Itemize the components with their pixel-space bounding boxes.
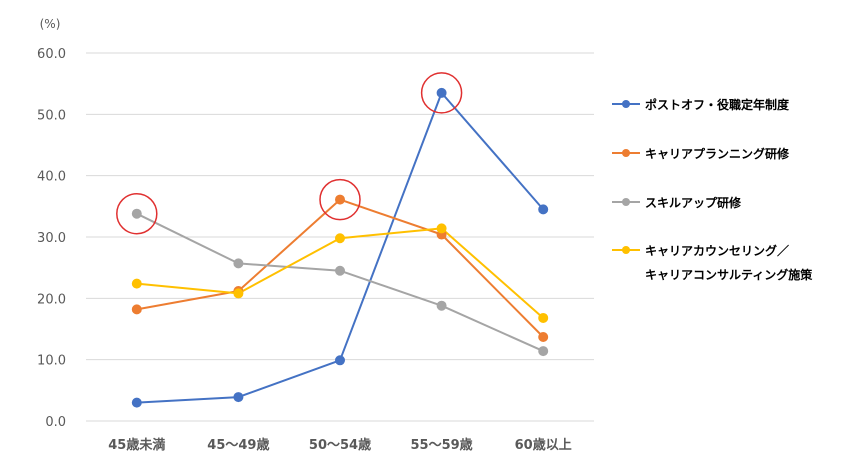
data-point — [335, 194, 345, 205]
legend-label: スキルアップ研修 — [645, 195, 742, 210]
y-tick-label: 0.0 — [45, 415, 66, 430]
legend-label: キャリアコンサルティング施策 — [645, 267, 813, 282]
legend-item: ポストオフ・役職定年制度 — [612, 97, 790, 112]
data-point — [335, 233, 345, 244]
legend-marker — [622, 149, 630, 157]
x-tick-label: 60歳以上 — [515, 437, 572, 453]
data-point — [335, 265, 345, 276]
y-axis-ticks: 0.0 10.0 20.0 30.0 40.0 50.0 60.0 — [37, 47, 66, 430]
y-tick-label: 30.0 — [37, 231, 66, 246]
data-point — [335, 355, 345, 366]
y-tick-label: 60.0 — [37, 47, 66, 62]
data-point — [131, 208, 142, 219]
data-point — [131, 397, 142, 408]
legend-item: スキルアップ研修 — [612, 195, 742, 210]
legend-label: キャリアプランニング研修 — [645, 146, 790, 161]
legend-marker — [622, 100, 630, 108]
highlight-circles — [116, 72, 463, 235]
y-tick-label: 10.0 — [37, 354, 66, 369]
y-tick-label: 20.0 — [37, 292, 66, 307]
x-tick-label: 45～49歳 — [207, 437, 269, 453]
data-point — [131, 304, 142, 315]
x-tick-label: 50～54歳 — [309, 437, 371, 453]
data-point — [538, 312, 549, 323]
series-points — [131, 87, 549, 408]
y-axis-unit: (%) — [40, 17, 61, 31]
data-point — [436, 300, 447, 311]
highlight-circle — [420, 72, 463, 114]
y-tick-label: 40.0 — [37, 170, 66, 185]
data-point — [131, 278, 142, 289]
highlight-circle — [319, 178, 361, 221]
legend-item: キャリアプランニング研修 — [612, 146, 790, 161]
highlight-circle — [116, 192, 158, 235]
data-point — [233, 392, 244, 403]
y-tick-label: 50.0 — [37, 108, 66, 123]
data-point — [233, 288, 244, 299]
x-axis-ticks: 45歳未満 45～49歳 50～54歳 55～59歳 60歳以上 — [108, 437, 571, 453]
grid-lines — [86, 52, 594, 422]
data-point — [538, 331, 549, 342]
legend: ポストオフ・役職定年制度キャリアプランニング研修スキルアップ研修キャリアカウンセ… — [612, 97, 813, 282]
data-point — [538, 346, 549, 357]
x-tick-label: 55～59歳 — [411, 437, 473, 453]
legend-item: キャリアカウンセリング／ キャリアコンサルティング施策 — [612, 243, 813, 282]
x-tick-label: 45歳未満 — [108, 437, 165, 453]
data-point — [436, 223, 447, 234]
legend-label: キャリアカウンセリング／ — [645, 243, 789, 258]
data-point — [436, 87, 447, 98]
legend-marker — [622, 198, 630, 206]
data-point — [233, 258, 244, 269]
legend-label: ポストオフ・役職定年制度 — [645, 97, 790, 112]
data-point — [538, 204, 549, 215]
legend-marker — [622, 246, 630, 254]
